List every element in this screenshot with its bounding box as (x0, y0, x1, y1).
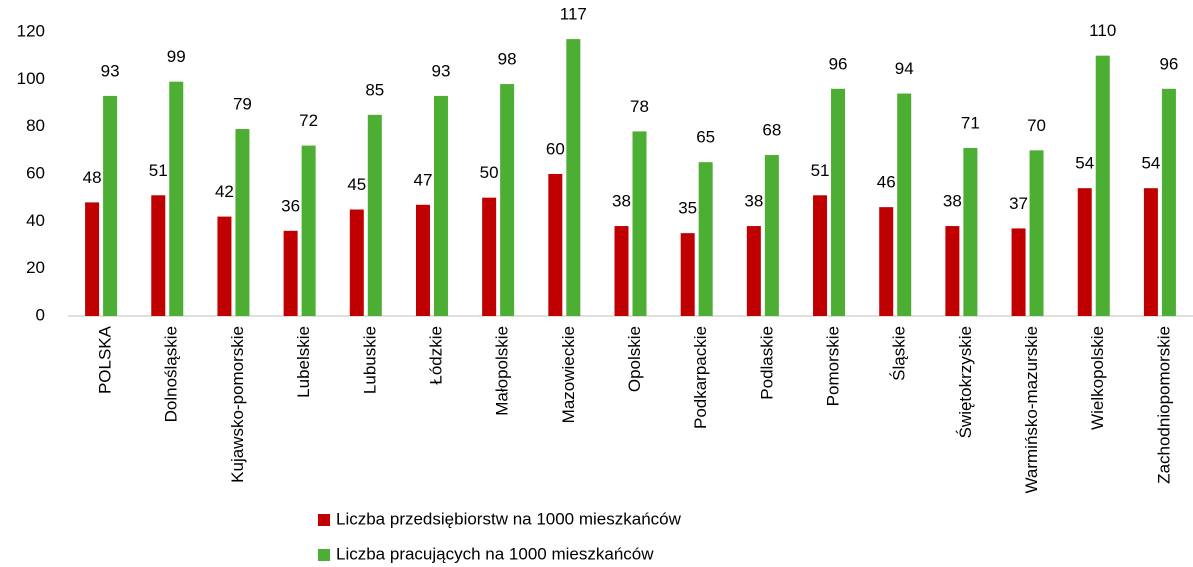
x-tick-label: Podkarpackie (691, 326, 710, 429)
bar (1095, 55, 1110, 317)
data-label: 96 (829, 54, 848, 73)
x-tick-label: Podlaskie (757, 326, 776, 400)
data-label: 96 (1159, 54, 1178, 73)
data-label: 51 (811, 161, 830, 180)
bar (813, 195, 828, 316)
bar (415, 204, 430, 316)
x-tick-label: Opolskie (625, 326, 644, 392)
data-label: 65 (696, 128, 715, 147)
bar (85, 202, 100, 316)
bar (349, 209, 364, 316)
data-label: 36 (281, 196, 300, 215)
bar (897, 93, 912, 317)
y-tick-label: 60 (26, 163, 45, 182)
data-label: 54 (1141, 154, 1160, 173)
bar (151, 195, 166, 316)
data-label: 46 (877, 173, 896, 192)
x-tick-label: Pomorskie (824, 326, 843, 406)
x-tick-label: Kujawsko-pomorskie (228, 326, 247, 483)
x-tick-label: Lubelskie (294, 326, 313, 398)
x-tick-label: Mazowieckie (559, 326, 578, 423)
x-tick-label: Wielkopolskie (1088, 326, 1107, 430)
bar (548, 174, 563, 316)
data-label: 117 (560, 5, 587, 24)
bar (879, 207, 894, 316)
y-tick-label: 0 (36, 305, 45, 324)
data-label: 54 (1075, 154, 1094, 173)
data-label: 68 (762, 121, 781, 140)
legend-label: Liczba pracujących na 1000 mieszkańców (336, 544, 654, 563)
y-tick-label: 80 (26, 116, 45, 135)
x-tick-label: Śląskie (890, 326, 909, 381)
data-label: 51 (149, 161, 168, 180)
data-label: 110 (1089, 21, 1116, 40)
x-tick-label: Małopolskie (493, 326, 512, 416)
bar (235, 129, 250, 316)
bar (1011, 228, 1026, 316)
data-label: 50 (480, 163, 499, 182)
bar (367, 114, 382, 316)
x-tick-label: Łódzkie (426, 326, 445, 385)
data-label: 93 (432, 61, 451, 80)
x-tick-label: Lubuskie (360, 326, 379, 394)
y-tick-label: 120 (17, 21, 45, 40)
data-label: 78 (630, 97, 649, 116)
data-label: 38 (612, 192, 631, 211)
y-tick-label: 20 (26, 258, 45, 277)
data-label: 94 (895, 59, 914, 78)
data-label: 35 (678, 199, 697, 218)
bar (831, 88, 846, 316)
x-tick-label: Zachodniopomorskie (1154, 326, 1173, 484)
bar (301, 145, 316, 316)
data-label: 45 (347, 175, 366, 194)
data-label: 93 (101, 61, 120, 80)
data-label: 99 (167, 47, 186, 66)
bar (1143, 188, 1158, 316)
data-label: 47 (414, 170, 433, 189)
bar (433, 95, 448, 317)
data-label: 70 (1027, 116, 1046, 135)
data-label: 98 (498, 50, 517, 69)
bar (632, 131, 647, 316)
bar (764, 155, 779, 316)
legend-label: Liczba przedsiębiorstw na 1000 mieszkańc… (336, 509, 682, 528)
x-tick-label: Warmińsko-mazurskie (1022, 326, 1041, 494)
data-label: 72 (299, 111, 318, 130)
bar (698, 162, 713, 316)
bar (1077, 188, 1092, 316)
bar (283, 230, 298, 316)
bar (945, 226, 960, 316)
legend-swatch (318, 549, 330, 561)
bar (482, 197, 497, 316)
bar (566, 39, 581, 316)
data-label: 42 (215, 182, 234, 201)
bar (217, 216, 232, 316)
data-label: 71 (961, 113, 980, 132)
bar (746, 226, 761, 316)
bar (614, 226, 629, 316)
data-label: 38 (744, 192, 763, 211)
data-label: 60 (546, 139, 565, 158)
bar (103, 95, 118, 317)
data-label: 38 (943, 192, 962, 211)
y-tick-label: 40 (26, 211, 45, 230)
x-tick-label: POLSKA (96, 325, 115, 394)
y-tick-label: 100 (17, 69, 45, 88)
data-label: 37 (1009, 194, 1028, 213)
x-tick-label: Dolnośląskie (162, 326, 181, 422)
bar (500, 84, 515, 316)
data-label: 48 (83, 168, 102, 187)
data-label: 85 (365, 80, 384, 99)
bar (680, 233, 695, 316)
bar (1029, 150, 1044, 316)
legend-swatch (318, 514, 330, 526)
bar (963, 147, 978, 316)
x-tick-label: Świętokrzyskie (956, 326, 975, 438)
data-label: 79 (233, 95, 252, 114)
bar (1161, 88, 1176, 316)
bar (169, 81, 184, 316)
